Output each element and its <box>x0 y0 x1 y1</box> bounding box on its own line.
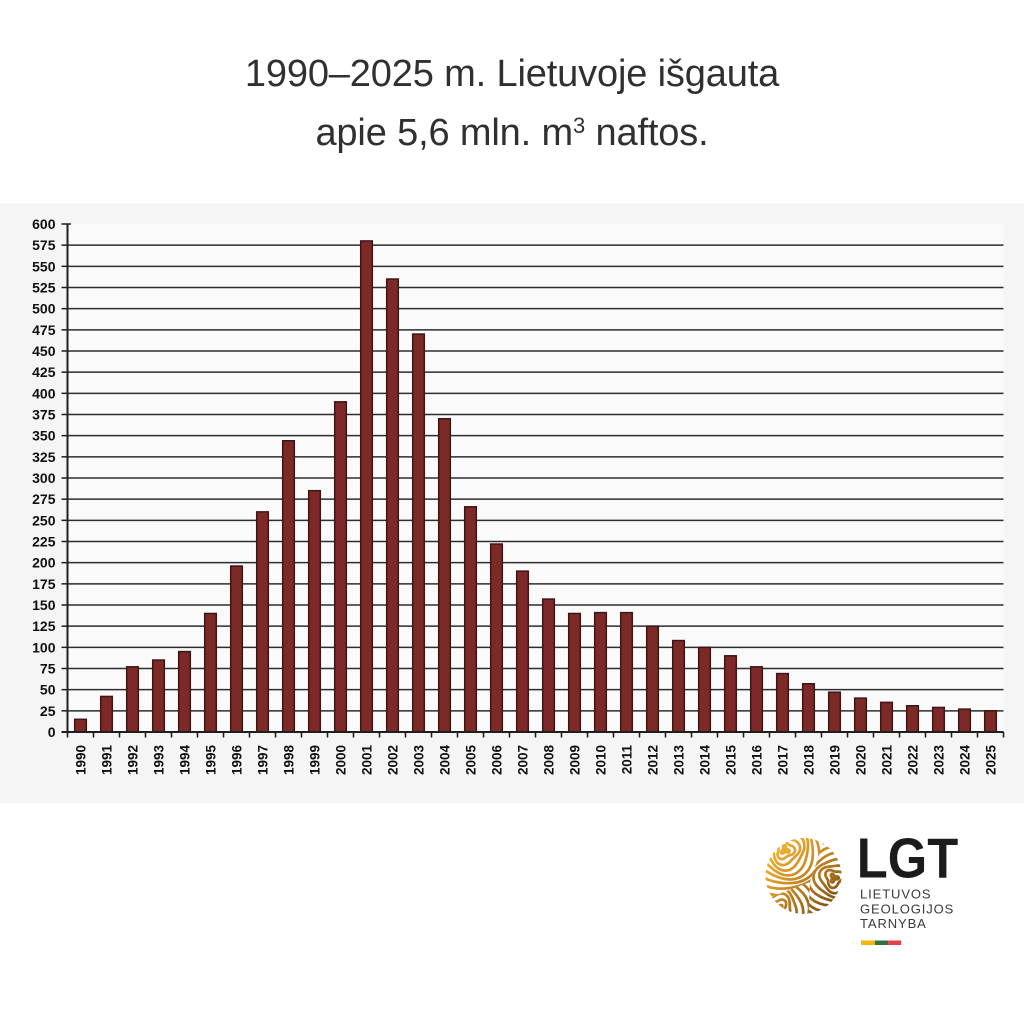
svg-text:1993: 1993 <box>151 745 166 776</box>
svg-text:2000: 2000 <box>333 745 348 775</box>
svg-text:2012: 2012 <box>645 745 660 775</box>
svg-text:2002: 2002 <box>385 745 400 775</box>
svg-text:225: 225 <box>32 534 56 550</box>
svg-text:575: 575 <box>32 237 56 253</box>
svg-text:300: 300 <box>32 470 56 486</box>
svg-text:GEOLOGIJOS: GEOLOGIJOS <box>860 902 954 917</box>
svg-text:2005: 2005 <box>463 745 478 776</box>
svg-text:450: 450 <box>32 343 56 359</box>
svg-text:175: 175 <box>32 576 56 592</box>
svg-text:1990: 1990 <box>73 745 88 775</box>
svg-text:1995: 1995 <box>203 745 218 776</box>
svg-text:2008: 2008 <box>541 745 556 776</box>
svg-text:100: 100 <box>32 639 56 655</box>
svg-text:2019: 2019 <box>827 745 842 775</box>
svg-text:550: 550 <box>32 258 56 274</box>
svg-text:2009: 2009 <box>567 745 582 775</box>
svg-text:25: 25 <box>40 703 56 719</box>
svg-text:2015: 2015 <box>723 745 738 776</box>
svg-text:2007: 2007 <box>515 745 530 775</box>
svg-text:1998: 1998 <box>281 745 296 776</box>
svg-text:2018: 2018 <box>801 745 816 776</box>
svg-text:1997: 1997 <box>255 745 270 775</box>
svg-text:250: 250 <box>32 512 56 528</box>
svg-text:1992: 1992 <box>125 745 140 775</box>
svg-text:TARNYBA: TARNYBA <box>860 916 927 931</box>
svg-text:150: 150 <box>32 597 56 613</box>
svg-text:2011: 2011 <box>619 745 634 775</box>
svg-text:2010: 2010 <box>593 745 608 775</box>
svg-text:2006: 2006 <box>489 745 504 776</box>
svg-text:2014: 2014 <box>697 745 712 776</box>
svg-text:2001: 2001 <box>359 745 374 776</box>
svg-text:400: 400 <box>32 385 56 401</box>
svg-text:1999: 1999 <box>307 745 322 775</box>
svg-text:2016: 2016 <box>749 745 764 776</box>
svg-text:2024: 2024 <box>957 745 972 776</box>
svg-text:125: 125 <box>32 618 56 634</box>
svg-text:425: 425 <box>32 364 56 380</box>
svg-text:1996: 1996 <box>229 745 244 776</box>
svg-text:50: 50 <box>40 682 56 698</box>
svg-text:200: 200 <box>32 555 56 571</box>
svg-text:2020: 2020 <box>853 745 868 775</box>
svg-text:1991: 1991 <box>99 745 114 776</box>
svg-text:475: 475 <box>32 322 56 338</box>
svg-text:2025: 2025 <box>983 745 998 776</box>
svg-text:LGT: LGT <box>857 828 958 890</box>
svg-text:2022: 2022 <box>905 745 920 775</box>
svg-text:2004: 2004 <box>437 745 452 776</box>
svg-text:0: 0 <box>48 724 56 740</box>
svg-text:2003: 2003 <box>411 745 426 776</box>
svg-text:2017: 2017 <box>775 745 790 775</box>
svg-text:2023: 2023 <box>931 745 946 776</box>
svg-text:2021: 2021 <box>879 745 894 776</box>
svg-text:325: 325 <box>32 449 56 465</box>
svg-text:75: 75 <box>40 661 56 677</box>
svg-text:275: 275 <box>32 491 56 507</box>
svg-text:600: 600 <box>32 216 56 232</box>
svg-text:350: 350 <box>32 428 56 444</box>
svg-text:500: 500 <box>32 301 56 317</box>
svg-text:375: 375 <box>32 407 56 423</box>
svg-text:525: 525 <box>32 280 56 296</box>
svg-text:LIETUVOS: LIETUVOS <box>860 887 932 902</box>
svg-text:2013: 2013 <box>671 745 686 776</box>
svg-text:1994: 1994 <box>177 745 192 776</box>
